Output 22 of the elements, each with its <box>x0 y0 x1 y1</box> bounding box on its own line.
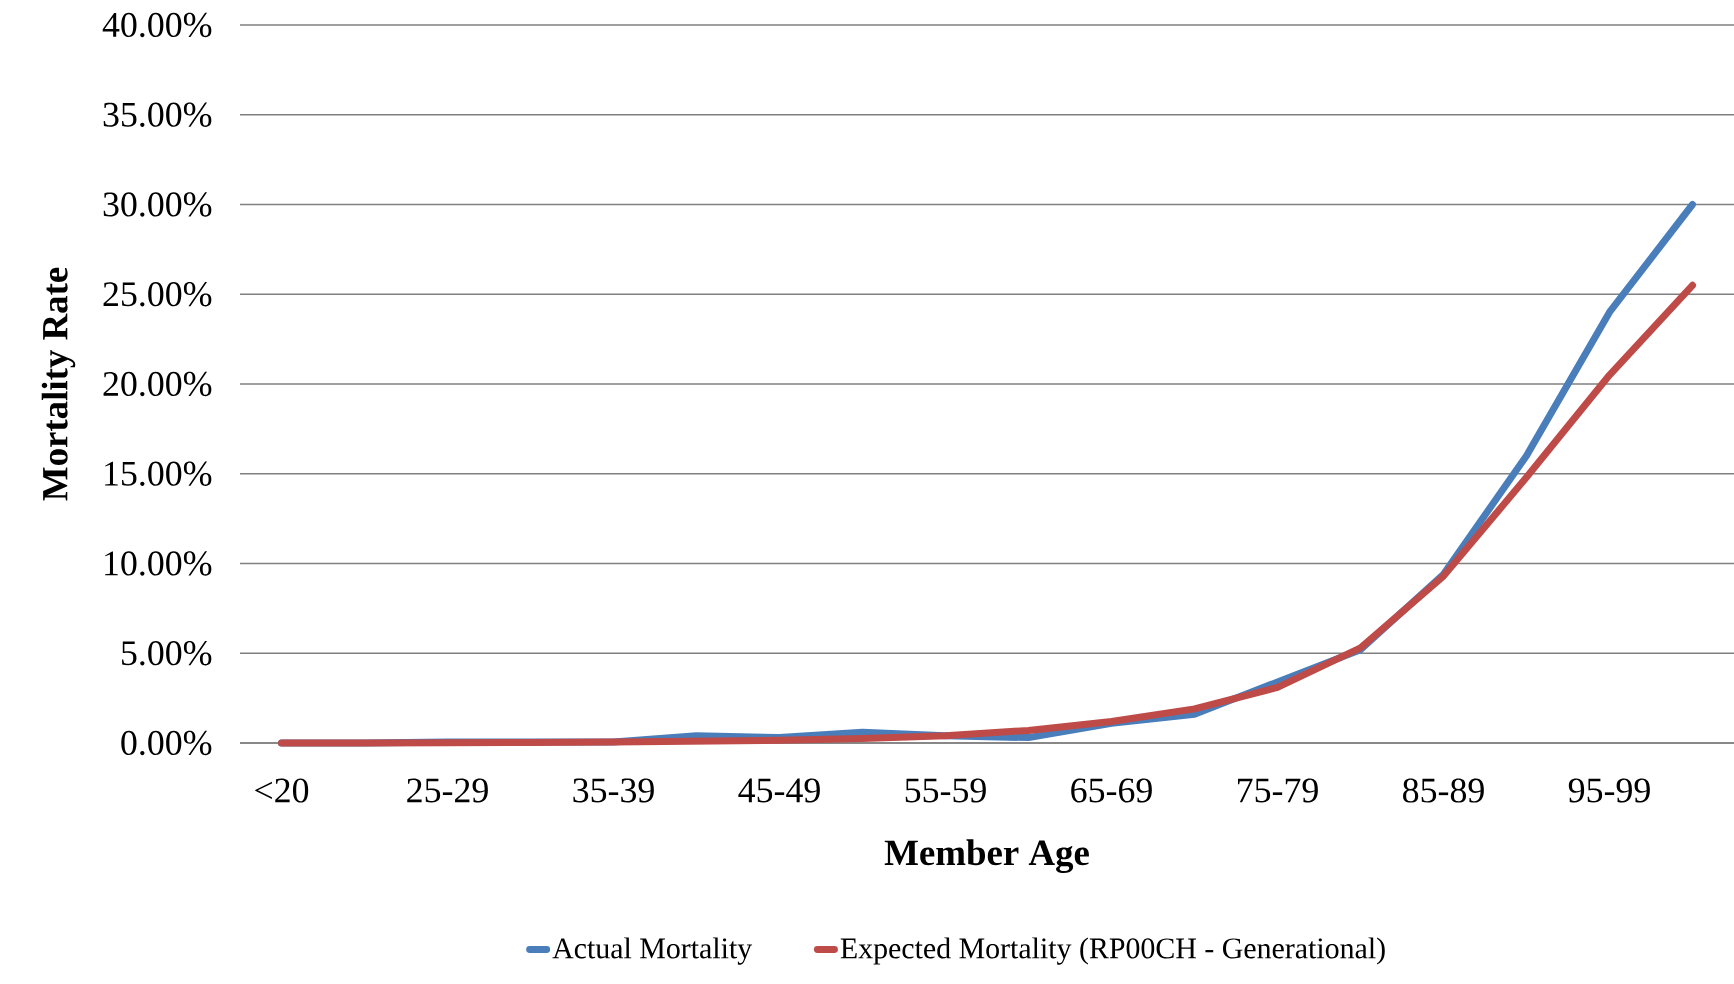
x-tick-label: <20 <box>255 778 309 803</box>
x-tick-label: 85-89 <box>1403 778 1484 803</box>
y-tick-label: 15.00% <box>105 461 212 486</box>
x-tick-label: 45-49 <box>738 778 820 803</box>
x-axis-title: Member Age <box>884 839 1089 874</box>
y-tick-label: 40.00% <box>102 12 212 38</box>
y-tick-label: 30.00% <box>103 192 212 217</box>
legend-label: Expected Mortality (RP00CH - Generational) <box>840 937 1385 965</box>
y-tick-label: 10.00% <box>105 551 212 576</box>
x-tick-label: 25-29 <box>407 778 488 803</box>
y-tick-label: 20.00% <box>103 371 212 397</box>
x-tick-label: 55-59 <box>905 778 986 803</box>
legend-label: Actual Mortality <box>552 937 753 965</box>
y-tick-label: 35.00% <box>103 102 212 127</box>
x-tick-label: 75-79 <box>1238 778 1318 803</box>
x-tick-label: 95-99 <box>1568 778 1650 803</box>
y-tick-label: 25.00% <box>103 282 212 307</box>
x-tick-label: 35-39 <box>573 778 654 803</box>
y-tick-label: 5.00% <box>122 641 212 666</box>
x-tick-label: 65-69 <box>1071 778 1152 803</box>
y-tick-label: 0.00% <box>121 730 212 756</box>
y-axis-title: Mortality Rate <box>41 267 76 501</box>
